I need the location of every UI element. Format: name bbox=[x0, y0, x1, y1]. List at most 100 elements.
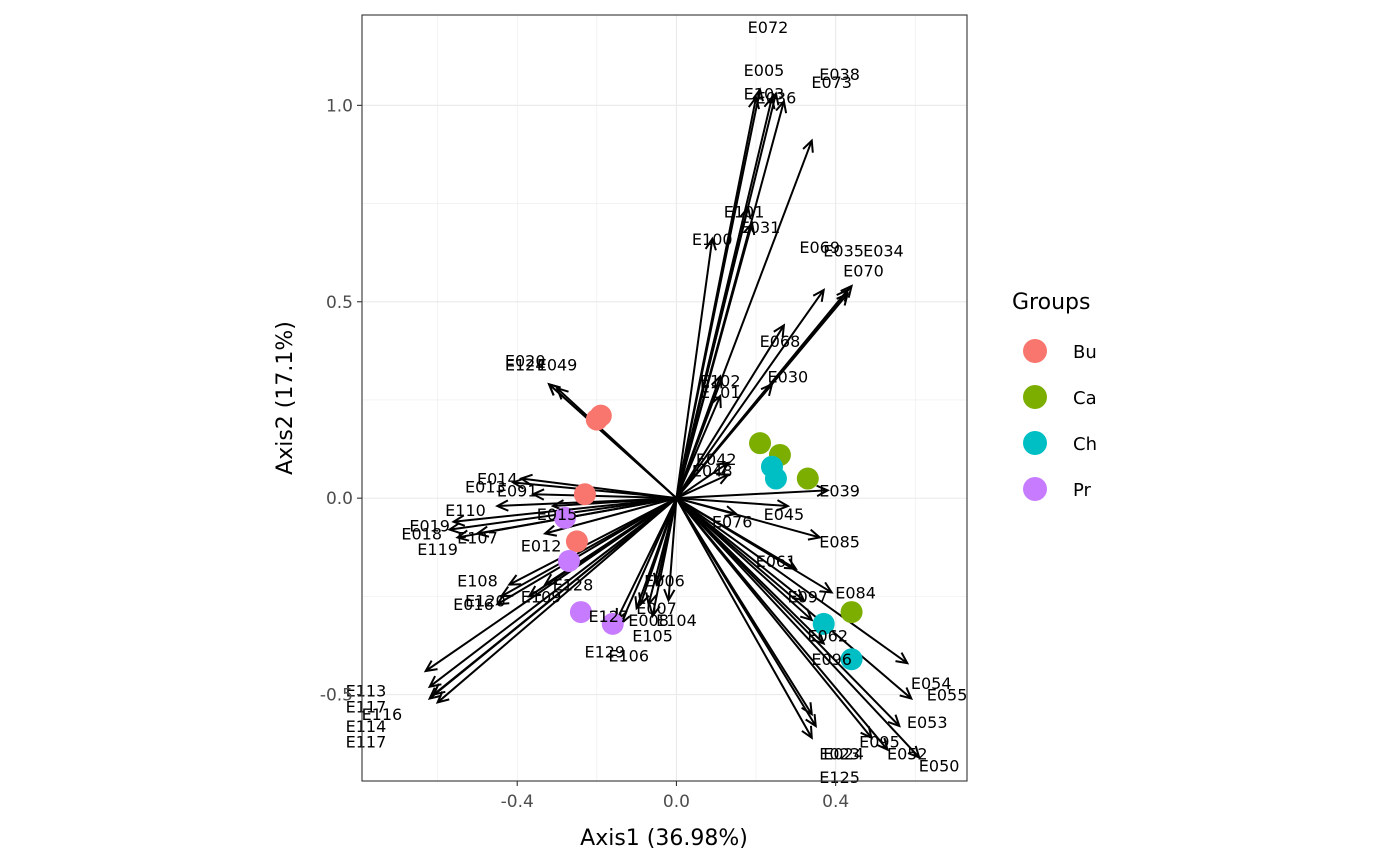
vector-label: E100 bbox=[692, 230, 733, 249]
vector-arrowhead bbox=[648, 604, 661, 619]
loading-vector bbox=[675, 220, 756, 499]
loading-vector bbox=[675, 497, 921, 760]
loading-vector bbox=[507, 497, 677, 586]
loading-vector bbox=[675, 288, 826, 499]
vector-arrowhead bbox=[555, 386, 569, 400]
vector-label: E120 bbox=[465, 591, 506, 610]
vector-label: E091 bbox=[497, 481, 538, 500]
vector-label: E084 bbox=[835, 583, 876, 602]
vector-shaft bbox=[676, 497, 788, 508]
vector-label: E050 bbox=[919, 756, 960, 775]
vector-arrowhead bbox=[704, 236, 717, 251]
vector-label: E039 bbox=[819, 481, 860, 500]
sample-points bbox=[553, 404, 863, 671]
vector-label: E020 bbox=[505, 352, 546, 371]
loading-vector bbox=[675, 95, 761, 499]
vector-label: E068 bbox=[760, 332, 801, 351]
vector-label: E096 bbox=[811, 650, 852, 669]
vector-arrowhead bbox=[907, 745, 921, 760]
vector-label: E101 bbox=[700, 383, 741, 402]
vector-label: E054 bbox=[911, 674, 952, 693]
panel-border bbox=[361, 14, 968, 782]
loading-vector bbox=[675, 497, 901, 728]
vector-arrowhead bbox=[495, 499, 509, 512]
loading-vector bbox=[555, 386, 678, 499]
vector-shaft bbox=[619, 497, 678, 625]
vector-shaft bbox=[647, 497, 678, 605]
legend-key-pr bbox=[1023, 477, 1047, 501]
vector-label: E007 bbox=[636, 599, 677, 618]
vector-label: E103 bbox=[744, 85, 785, 104]
vector-shaft bbox=[675, 238, 714, 499]
vector-arrowhead bbox=[899, 687, 914, 701]
loading-vector bbox=[427, 497, 678, 700]
vector-label: E038 bbox=[819, 65, 860, 84]
legend-key-ch bbox=[1023, 431, 1047, 455]
loading-vector bbox=[530, 488, 677, 501]
vector-arrowhead bbox=[716, 461, 731, 474]
panel-background bbox=[362, 15, 967, 781]
legend-title: Groups bbox=[1012, 290, 1090, 315]
vector-shaft bbox=[675, 497, 908, 664]
y-tick-label: -0.5 bbox=[320, 686, 353, 706]
vector-label: E052 bbox=[887, 745, 928, 764]
sample-point-bu bbox=[565, 530, 588, 553]
vector-shaft bbox=[675, 289, 825, 499]
sample-point-pr bbox=[553, 506, 576, 529]
loading-vector bbox=[675, 497, 910, 665]
vector-shaft bbox=[675, 497, 920, 759]
vector-label: E127 bbox=[588, 607, 629, 626]
vector-label: E097 bbox=[787, 587, 828, 606]
vector-shaft bbox=[675, 461, 729, 499]
vector-label: E073 bbox=[811, 73, 852, 92]
vector-label: E128 bbox=[553, 576, 594, 595]
vector-arrowhead bbox=[530, 488, 545, 501]
vector-shaft bbox=[675, 497, 912, 700]
vector-arrowhead bbox=[805, 713, 817, 728]
sample-point-ca bbox=[749, 432, 772, 455]
vector-arrowhead bbox=[887, 714, 901, 728]
vector-label: E104 bbox=[656, 611, 697, 630]
vector-shaft bbox=[675, 222, 754, 499]
vector-shaft bbox=[676, 497, 737, 515]
loading-vector bbox=[423, 497, 678, 673]
vector-shaft bbox=[425, 497, 678, 672]
vector-label: E024 bbox=[823, 745, 864, 764]
vector-shaft bbox=[675, 97, 758, 499]
vector-label: E006 bbox=[644, 572, 685, 591]
vector-arrowhead bbox=[495, 593, 510, 606]
vector-shaft bbox=[676, 473, 729, 500]
x-axis-title: Axis1 (36.98%) bbox=[580, 826, 748, 851]
vector-label: E012 bbox=[521, 536, 562, 555]
vector-shaft bbox=[675, 376, 722, 499]
sample-point-bu bbox=[573, 483, 596, 506]
vector-label: E019 bbox=[409, 517, 450, 536]
vector-arrowhead bbox=[751, 87, 764, 102]
x-tick-label: 0.4 bbox=[822, 792, 849, 812]
vector-arrowhead bbox=[812, 288, 826, 302]
y-axis-ticks: -0.5 0.0 0.5 1.0 bbox=[320, 96, 362, 706]
vector-arrowhead bbox=[876, 737, 889, 752]
loading-vector bbox=[675, 497, 889, 752]
vector-arrowhead bbox=[710, 393, 722, 409]
vector-label: E069 bbox=[799, 238, 840, 257]
vector-arrowhead bbox=[423, 660, 438, 673]
vector-label: E055 bbox=[927, 686, 968, 705]
sample-point-ca bbox=[840, 601, 863, 624]
vector-arrowhead bbox=[507, 574, 522, 586]
vector-shaft bbox=[676, 489, 828, 500]
y-axis-title: Axis2 (17.1%) bbox=[273, 321, 298, 475]
vector-arrowhead bbox=[447, 522, 462, 535]
loading-vector bbox=[675, 497, 813, 717]
vector-label: E125 bbox=[819, 768, 860, 787]
vector-label: E015 bbox=[537, 505, 578, 524]
vector-shaft bbox=[675, 497, 889, 751]
vector-arrowhead bbox=[763, 95, 776, 110]
vector-label: E102 bbox=[700, 371, 741, 390]
vector-shaft bbox=[533, 493, 677, 500]
vector-arrowhead bbox=[791, 589, 806, 602]
loading-vector bbox=[675, 382, 774, 499]
loading-vector bbox=[676, 484, 830, 500]
vector-label: E035 bbox=[823, 242, 864, 261]
